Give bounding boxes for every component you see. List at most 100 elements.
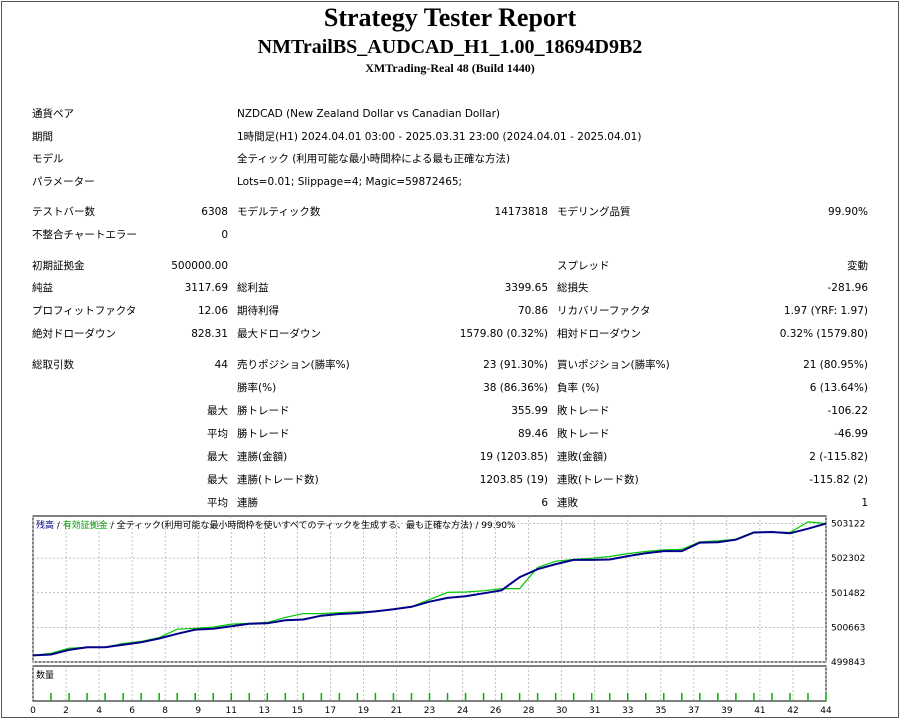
parameters-label: パラメーター xyxy=(32,176,95,188)
max-consec-wins-label: 連勝(金額) xyxy=(237,451,288,463)
y-tick-label: 500663 xyxy=(831,623,865,633)
quality-value: 99.90% xyxy=(827,206,868,218)
loss-trades-value: 6 (13.64%) xyxy=(809,382,868,394)
x-tick-label: 24 xyxy=(457,706,469,716)
rel-drawdown-value: 0.32% (1579.80) xyxy=(779,328,868,340)
max-drawdown-label: 最大ドローダウン xyxy=(237,328,321,340)
net-profit-value: 3117.69 xyxy=(184,282,228,294)
avg-loss-label: 敗トレード xyxy=(557,428,610,440)
ticks-label: モデルティック数 xyxy=(237,206,321,218)
recovery-factor-value: 1.97 (YRF: 1.97) xyxy=(783,305,868,317)
x-axis-ticks: 0 2 4 6 8 9 11 13 15 17 19 21 23 24 26 28 30 31 33 35 37 39 41… xyxy=(30,706,832,716)
avg-consec-wins-value: 6 xyxy=(541,497,548,509)
x-tick-label: 39 xyxy=(721,706,733,716)
total-trades-value: 44 xyxy=(214,359,228,371)
abs-drawdown-value: 828.31 xyxy=(191,328,228,340)
avg-profit-value: 89.46 xyxy=(517,428,548,440)
legend-balance: 残高 xyxy=(36,519,54,531)
total-trades-label: 総取引数 xyxy=(32,359,74,371)
net-profit-label: 純益 xyxy=(32,282,53,294)
chart-errors-value: 0 xyxy=(221,229,228,241)
rel-drawdown-label: 相対ドローダウン xyxy=(557,328,641,340)
x-tick-label: 44 xyxy=(820,706,832,716)
y-tick-label: 501482 xyxy=(831,589,865,599)
report-title: Strategy Tester Report xyxy=(323,3,577,32)
avg-consec-wins-label: 連勝 xyxy=(237,497,258,509)
short-positions-label: 売りポジション(勝率%) xyxy=(237,359,350,371)
x-tick-label: 9 xyxy=(195,706,201,716)
gross-loss-value: -281.96 xyxy=(827,282,868,294)
long-positions-value: 21 (80.95%) xyxy=(803,359,868,371)
max-consec-profit-value: 1203.85 (19) xyxy=(479,474,548,486)
avg-profit-label: 勝トレード xyxy=(237,428,290,440)
report-build: XMTrading-Real 48 (Build 1440) xyxy=(365,61,535,75)
period-label: 期間 xyxy=(32,131,53,143)
x-tick-label: 13 xyxy=(259,706,270,716)
x-tick-label: 17 xyxy=(325,706,336,716)
max-drawdown-value: 1579.80 (0.32%) xyxy=(459,328,548,340)
x-tick-label: 19 xyxy=(358,706,370,716)
x-tick-label: 37 xyxy=(688,706,699,716)
largest-prefix: 最大 xyxy=(207,405,228,417)
legend-sep2: / xyxy=(108,521,117,531)
expected-payoff-label: 期待利得 xyxy=(237,305,279,317)
symbol-value: NZDCAD (New Zealand Dollar vs Canadian D… xyxy=(237,108,501,120)
y-tick-label: 503122 xyxy=(831,520,865,530)
profit-trades-label: 勝率(%) xyxy=(237,382,277,394)
largest-profit-value: 355.99 xyxy=(511,405,548,417)
report-subtitle: NMTrailBS_AUDCAD_H1_1.00_18694D9B2 xyxy=(257,36,643,58)
profit-trades-value: 38 (86.36%) xyxy=(483,382,548,394)
bars-value: 6308 xyxy=(201,206,228,218)
x-tick-label: 31 xyxy=(589,706,600,716)
bars-label: テストバー数 xyxy=(32,206,95,218)
balance-line xyxy=(32,522,827,657)
model-value: 全ティック (利用可能な最小時間枠による最も正確な方法) xyxy=(237,153,511,165)
max-consec-loss-value: -115.82 (2) xyxy=(809,474,868,486)
parameters-value: Lots=0.01; Slippage=4; Magic=59872465; xyxy=(237,176,463,188)
x-tick-label: 6 xyxy=(129,706,135,716)
x-tick-label: 21 xyxy=(391,706,402,716)
average-prefix: 平均 xyxy=(207,428,228,440)
avg-consec-losses-label: 連敗 xyxy=(557,497,578,509)
x-tick-label: 30 xyxy=(556,706,568,716)
legend-sep1: / xyxy=(54,521,63,531)
x-tick-label: 42 xyxy=(787,706,798,716)
avg-loss-value: -46.99 xyxy=(834,428,868,440)
loss-trades-label: 負率 (%) xyxy=(557,382,600,394)
avg-consec-losses-value: 1 xyxy=(861,497,868,509)
y-tick-label: 499843 xyxy=(831,658,865,668)
ticks-value: 14173818 xyxy=(494,206,548,218)
spread-label: スプレッド xyxy=(557,260,610,272)
x-tick-label: 23 xyxy=(424,706,435,716)
x-tick-label: 2 xyxy=(63,706,69,716)
largest-profit-label: 勝トレード xyxy=(237,405,290,417)
volume-label: 数量 xyxy=(36,669,54,681)
x-tick-label: 0 xyxy=(30,706,36,716)
max-consec-loss-label: 連敗(トレード数) xyxy=(557,474,639,486)
recovery-factor-label: リカバリーファクタ xyxy=(557,305,651,317)
max-consec-prefix: 最大 xyxy=(207,451,228,463)
gross-profit-value: 3399.65 xyxy=(504,282,548,294)
profit-factor-value: 12.06 xyxy=(197,305,228,317)
largest-loss-label: 敗トレード xyxy=(557,405,610,417)
max-consec-wins-value: 19 (1203.85) xyxy=(479,451,548,463)
avg-consec-prefix: 平均 xyxy=(207,497,228,509)
chart-legend: 残高 / 有効証拠金 / 全ティック(利用可能な最小時間枠を使いすべてのティック… xyxy=(36,519,516,531)
largest-loss-value: -106.22 xyxy=(827,405,868,417)
short-positions-value: 23 (91.30%) xyxy=(483,359,548,371)
x-tick-label: 11 xyxy=(226,706,237,716)
volume-bars xyxy=(50,693,827,701)
abs-drawdown-label: 絶対ドローダウン xyxy=(32,328,116,340)
gross-profit-label: 総利益 xyxy=(237,282,269,294)
x-tick-label: 41 xyxy=(754,706,765,716)
long-positions-label: 買いポジション(勝率%) xyxy=(557,359,670,371)
expected-payoff-value: 70.86 xyxy=(517,305,548,317)
max-consec-profit-label: 連勝(トレード数) xyxy=(237,474,319,486)
legend-rest: 全ティック(利用可能な最小時間枠を使いすべてのティックを生成する、最も正確な方法… xyxy=(117,519,516,531)
gross-loss-label: 総損失 xyxy=(557,282,589,294)
deposit-value: 500000.00 xyxy=(171,260,228,272)
grid-lines xyxy=(32,516,827,701)
y-axis-ticks: 503122 502302 501482 500663 499843 xyxy=(831,520,865,668)
